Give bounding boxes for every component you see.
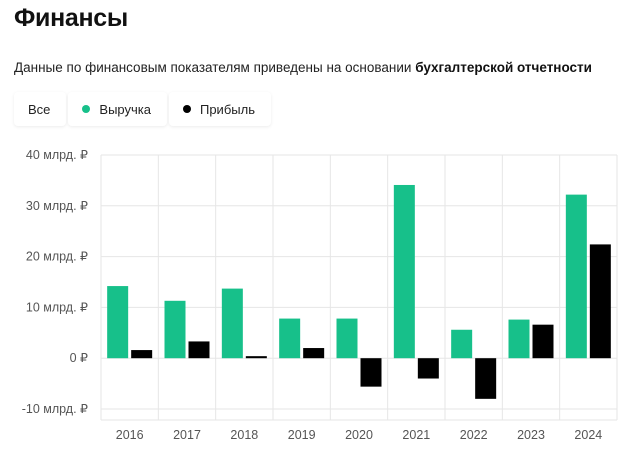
revenue-bar-2023 <box>508 319 530 359</box>
revenue-bar-2019 <box>279 318 301 359</box>
filter-profit[interactable]: Прибыль <box>168 92 271 126</box>
y-tick-label: 0 ₽ <box>70 351 88 365</box>
revenue-bar-2022 <box>451 329 473 359</box>
x-tick-label-2023: 2023 <box>517 428 545 442</box>
y-tick-label: -10 млрд. ₽ <box>22 402 88 416</box>
x-tick-label-2018: 2018 <box>230 428 258 442</box>
y-tick-label: 40 млрд. ₽ <box>26 148 88 162</box>
filter-revenue[interactable]: Выручка <box>68 92 167 126</box>
revenue-bar-2017 <box>164 300 186 359</box>
x-tick-label-2019: 2019 <box>288 428 316 442</box>
revenue-bar-2020 <box>336 318 358 359</box>
profit-bar-2017 <box>188 341 210 359</box>
x-tick-label-2020: 2020 <box>345 428 373 442</box>
y-tick-label: 30 млрд. ₽ <box>26 199 88 213</box>
y-tick-label: 20 млрд. ₽ <box>26 250 88 264</box>
x-tick-label-2016: 2016 <box>116 428 144 442</box>
filter-all[interactable]: Все <box>14 92 67 126</box>
profit-bar-2018 <box>245 356 267 359</box>
profit-bar-2024 <box>589 244 611 359</box>
profit-bar-2016 <box>131 350 153 359</box>
x-tick-label-2024: 2024 <box>574 428 602 442</box>
profit-bar-2021 <box>417 358 439 379</box>
profit-bar-2022 <box>475 358 497 399</box>
subtitle-bold-text: бухгалтерской отчетности <box>415 60 592 75</box>
subtitle-text: Данные по финансовым показателям приведе… <box>14 60 416 75</box>
revenue-bar-2024 <box>565 194 587 359</box>
x-tick-label-2022: 2022 <box>460 428 488 442</box>
profit-bar-2020 <box>360 358 382 387</box>
filter-profit-label: Прибыль <box>199 101 255 117</box>
x-tick-label-2021: 2021 <box>402 428 430 442</box>
profit-bar-2023 <box>532 324 554 359</box>
revenue-bar-2021 <box>393 184 415 359</box>
page-title: Финансы <box>14 4 128 32</box>
filter-all-label: Все <box>28 101 51 117</box>
finance-bar-chart: 40 млрд. ₽ 30 млрд. ₽ 20 млрд. ₽ 10 млрд. ₽… <box>22 148 618 442</box>
profit-bar-2019 <box>303 348 325 359</box>
revenue-bar-2018 <box>221 288 243 359</box>
y-tick-label: 10 млрд. ₽ <box>26 300 88 314</box>
x-tick-label-2017: 2017 <box>173 428 201 442</box>
revenue-dot-icon <box>82 105 91 113</box>
page-subtitle: Данные по финансовым показателям приведе… <box>14 60 592 75</box>
profit-dot-icon <box>182 105 191 113</box>
revenue-bar-2016 <box>107 286 129 359</box>
series-filter-bar: Все Выручка Прибыль <box>14 92 273 126</box>
filter-revenue-label: Выручка <box>99 101 151 117</box>
